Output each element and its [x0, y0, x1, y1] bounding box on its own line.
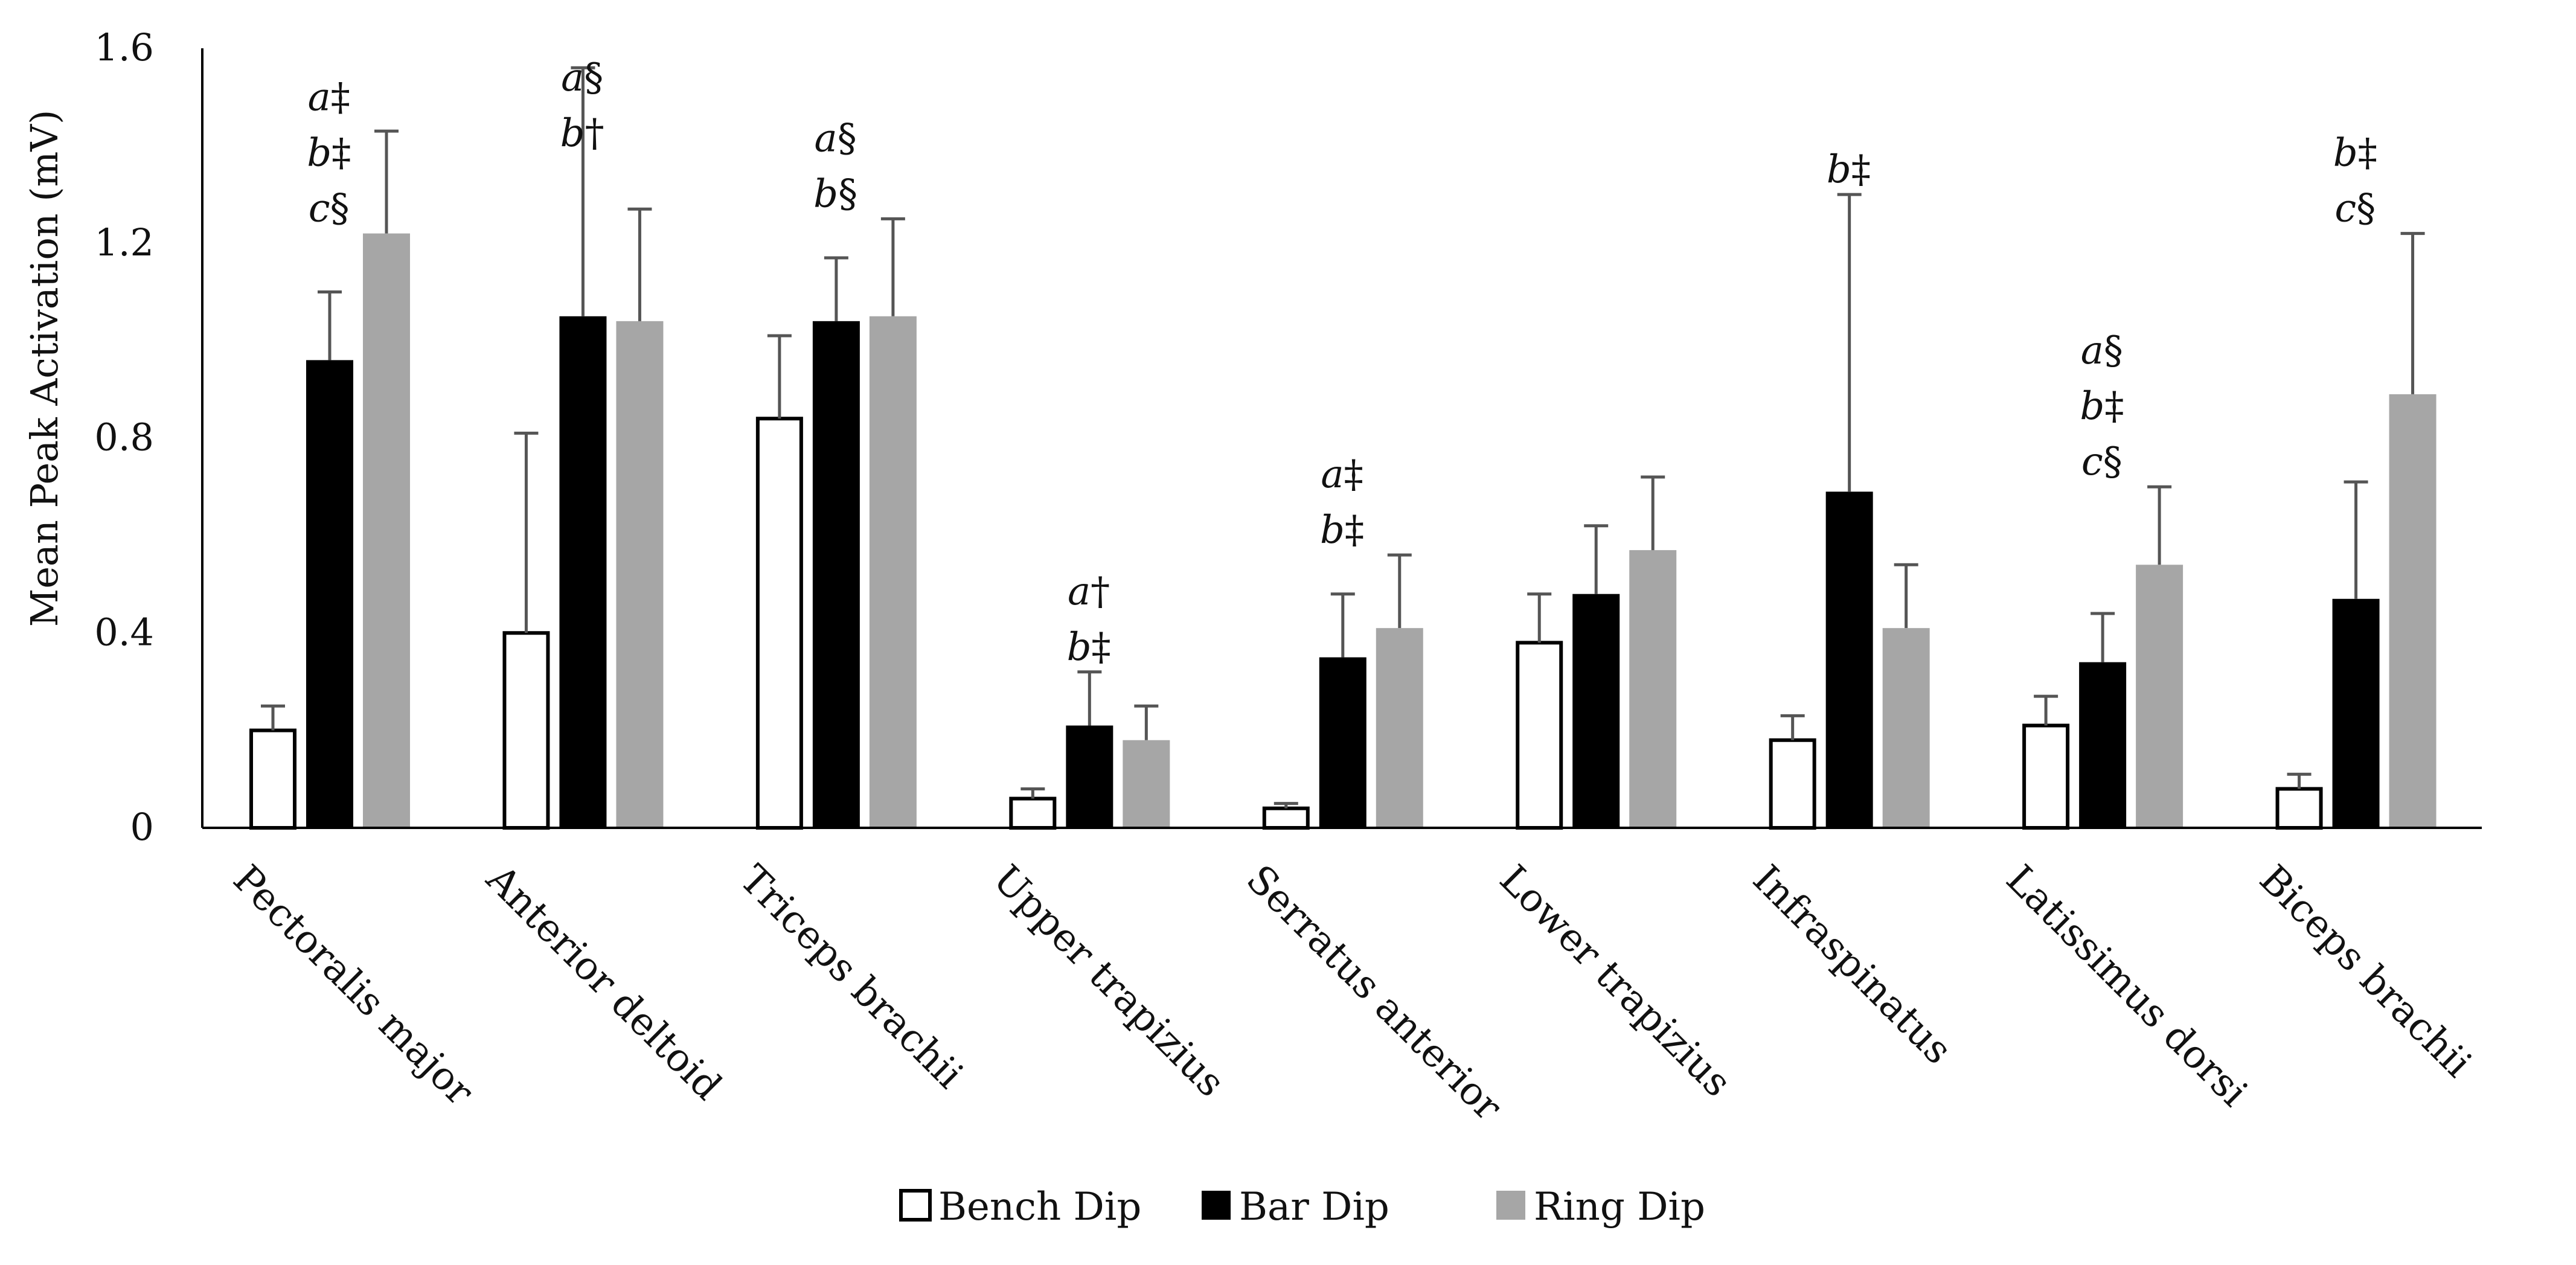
bar-bar-dip-biceps-brachii [2332, 598, 2380, 828]
x-tick-label-upper-trapizius: Upper trapizius [984, 857, 1233, 1106]
legend-swatch-bar-dip [1202, 1191, 1231, 1220]
annotation-upper-trapizius-a: a† [1068, 569, 1110, 614]
bar-ring-dip-latissimus-dorsi [2136, 565, 2184, 828]
annotation-triceps-brachii-a: a§ [815, 116, 857, 161]
significance-annotations: a‡ b‡ c§ a§ b† a§ b§ a† b‡ a‡ b‡ b‡ a§ b‡ c§ b‡ c§ [307, 56, 2377, 670]
bar-ring-dip-pectoralis-major [363, 233, 410, 828]
error-bars-group [261, 66, 2425, 809]
legend-label-ring-dip: Ring Dip [1534, 1185, 1705, 1229]
y-tick-label: 0 [130, 805, 154, 849]
legend-label-bar-dip: Bar Dip [1239, 1185, 1389, 1229]
annotation-biceps-brachii-b: b‡ [2333, 131, 2377, 176]
bar-bench-dip-anterior-deltoid [502, 631, 550, 830]
annotation-latissimus-dorsi-a: a§ [2081, 328, 2123, 373]
x-tick-label-pectoralis-major: Pectoralis major [225, 857, 482, 1115]
annotation-latissimus-dorsi-c: c§ [2081, 440, 2123, 484]
bar-ring-dip-lower-trapizius [1629, 550, 1677, 828]
bar-bench-dip-triceps-brachii [755, 417, 803, 830]
annotation-pectoralis-major-b: b‡ [307, 131, 351, 176]
x-tick-label-serratus-anterior: Serratus anterior [1237, 857, 1510, 1130]
y-axis-title: Mean Peak Activation (mV) [22, 110, 66, 627]
annotation-pectoralis-major-a: a‡ [308, 75, 350, 120]
annotation-triceps-brachii-b: b§ [813, 171, 857, 216]
bar-bar-dip-lower-trapizius [1572, 594, 1620, 828]
bar-bar-dip-serratus-anterior [1319, 657, 1366, 828]
bar-bar-dip-latissimus-dorsi [2079, 662, 2127, 828]
x-tick-label-infraspinatus: Infraspinatus [1744, 857, 1960, 1073]
y-tick-label: 0.4 [94, 610, 154, 654]
bar-ring-dip-biceps-brachii [2389, 394, 2437, 828]
annotation-pectoralis-major-c: c§ [309, 187, 350, 231]
bar-ring-dip-anterior-deltoid [616, 321, 664, 828]
bar-bar-dip-anterior-deltoid [559, 316, 607, 828]
bar-bar-dip-triceps-brachii [812, 321, 860, 828]
bar-bar-dip-upper-trapizius [1066, 725, 1113, 828]
annotation-serratus-anterior-a: a‡ [1321, 452, 1363, 497]
bar-bench-dip-pectoralis-major [249, 728, 296, 830]
bar-ring-dip-upper-trapizius [1123, 740, 1170, 828]
annotation-serratus-anterior-b: b‡ [1320, 508, 1364, 552]
legend: Bench Dip Bar Dip Ring Dip [899, 1185, 1705, 1229]
y-axis-ticks: 0 0.4 0.8 1.2 1.6 [94, 25, 154, 849]
annotation-upper-trapizius-b: b‡ [1067, 625, 1111, 670]
bar-bench-dip-biceps-brachii [2275, 787, 2323, 830]
annotation-latissimus-dorsi-b: b‡ [2080, 384, 2124, 429]
y-tick-label: 0.8 [94, 415, 154, 460]
x-tick-label-biceps-brachii: Biceps brachii [2251, 857, 2480, 1086]
bar-bar-dip-pectoralis-major [306, 360, 353, 828]
y-tick-label: 1.2 [94, 220, 154, 264]
bar-bench-dip-latissimus-dorsi [2022, 723, 2070, 830]
bar-bench-dip-lower-trapizius [1516, 641, 1563, 830]
legend-swatch-ring-dip [1496, 1191, 1525, 1220]
bar-bar-dip-infraspinatus [1825, 492, 1873, 828]
bar-ring-dip-infraspinatus [1882, 628, 1930, 828]
annotation-anterior-deltoid-a: a§ [561, 56, 603, 100]
bar-ring-dip-triceps-brachii [869, 316, 917, 828]
bar-ring-dip-serratus-anterior [1376, 628, 1423, 828]
annotation-biceps-brachii-c: c§ [2334, 187, 2376, 231]
x-tick-label-anterior-deltoid: Anterior deltoid [477, 856, 729, 1109]
y-tick-label: 1.6 [94, 25, 154, 69]
x-tick-label-lower-trapizius: Lower trapizius [1491, 857, 1740, 1106]
bar-bench-dip-serratus-anterior [1262, 806, 1310, 830]
bar-bench-dip-upper-trapizius [1009, 796, 1057, 830]
legend-label-bench-dip: Bench Dip [938, 1185, 1141, 1229]
legend-swatch-bench-dip [899, 1189, 932, 1222]
annotation-infraspinatus-b: b‡ [1827, 147, 1871, 192]
x-tick-label-latissimus-dorsi: Latissimus dorsi [1998, 857, 2256, 1115]
annotation-anterior-deltoid-b: b† [560, 111, 604, 156]
x-tick-label-triceps-brachii: Triceps brachii [731, 857, 972, 1097]
bar-bench-dip-infraspinatus [1769, 738, 1816, 830]
